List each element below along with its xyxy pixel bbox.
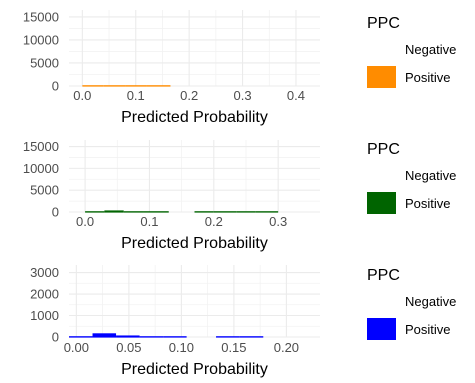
histogram-bar bbox=[143, 211, 169, 213]
legend-key-positive bbox=[367, 318, 396, 340]
histogram-bar bbox=[85, 211, 105, 213]
x-tick-label: 0.4 bbox=[287, 88, 305, 103]
x-tick-label: 0.2 bbox=[180, 88, 198, 103]
legend-key-negative bbox=[367, 166, 396, 188]
x-tick-label: 0.00 bbox=[64, 340, 89, 355]
chart-panel-3: 0 1000 2000 3000 0.00 0.05 0.10 0.15 0.20 Predict… bbox=[30, 265, 456, 378]
x-axis-title: Predicted Probability bbox=[121, 235, 268, 252]
legend-label-negative: Negative bbox=[405, 168, 456, 183]
histogram-bar bbox=[116, 335, 140, 338]
histogram-bar bbox=[163, 336, 187, 338]
legend-key-negative bbox=[367, 40, 396, 62]
histogram-bar bbox=[239, 336, 264, 338]
histogram-bar bbox=[194, 211, 214, 213]
y-tick-label: 0 bbox=[52, 205, 59, 220]
x-tick-label: 0.3 bbox=[234, 88, 252, 103]
legend-label-positive: Positive bbox=[405, 196, 451, 211]
chart-panel-1: 0 5000 10000 15000 0.0 0.1 0.2 0.3 0.4 Predicted … bbox=[23, 9, 456, 126]
histogram-bar bbox=[236, 211, 256, 213]
y-tick-label: 15000 bbox=[23, 9, 59, 24]
legend: PPC Negative Positive bbox=[367, 15, 456, 88]
histogram-bar bbox=[255, 211, 279, 213]
histogram-bar bbox=[125, 85, 147, 87]
legend: PPC Negative Positive bbox=[367, 267, 456, 340]
histogram-bar bbox=[92, 333, 117, 338]
histogram-bar bbox=[139, 336, 164, 338]
histogram-bar bbox=[82, 85, 104, 87]
legend-title: PPC bbox=[367, 267, 400, 284]
x-tick-label: 0.15 bbox=[221, 340, 246, 355]
y-tick-label: 5000 bbox=[30, 55, 59, 70]
legend-title: PPC bbox=[367, 141, 400, 158]
legend-label-positive: Positive bbox=[405, 322, 451, 337]
x-tick-label: 0.0 bbox=[73, 88, 91, 103]
legend-key-positive bbox=[367, 192, 396, 214]
histogram-bar bbox=[213, 211, 237, 213]
histogram-bar bbox=[103, 85, 126, 87]
legend-title: PPC bbox=[367, 15, 400, 32]
histogram-bar bbox=[104, 210, 124, 213]
histogram-bar bbox=[123, 211, 144, 213]
legend-key-positive bbox=[367, 66, 396, 88]
y-tick-label: 10000 bbox=[23, 161, 59, 176]
legend: PPC Negative Positive bbox=[367, 141, 456, 214]
x-tick-label: 0.1 bbox=[127, 88, 145, 103]
legend-label-positive: Positive bbox=[405, 70, 451, 85]
legend-key-negative bbox=[367, 292, 396, 314]
x-tick-label: 0.20 bbox=[274, 340, 299, 355]
y-tick-label: 1000 bbox=[30, 308, 59, 323]
x-axis-title: Predicted Probability bbox=[121, 361, 268, 378]
histogram-bar bbox=[69, 336, 93, 338]
x-tick-label: 0.0 bbox=[76, 214, 94, 229]
legend-label-negative: Negative bbox=[405, 294, 456, 309]
y-tick-label: 15000 bbox=[23, 139, 59, 154]
legend-label-negative: Negative bbox=[405, 42, 456, 57]
x-tick-label: 0.05 bbox=[116, 340, 141, 355]
x-tick-label: 0.3 bbox=[269, 214, 287, 229]
x-tick-label: 0.1 bbox=[140, 214, 158, 229]
histogram-bar bbox=[146, 85, 171, 87]
y-tick-label: 5000 bbox=[30, 183, 59, 198]
histogram-bar bbox=[216, 336, 240, 338]
y-tick-label: 2000 bbox=[30, 287, 59, 302]
y-tick-label: 0 bbox=[52, 330, 59, 345]
y-tick-label: 3000 bbox=[30, 265, 59, 280]
y-tick-label: 10000 bbox=[23, 32, 59, 47]
x-tick-label: 0.10 bbox=[169, 340, 194, 355]
x-axis-title: Predicted Probability bbox=[121, 109, 268, 126]
y-tick-label: 0 bbox=[52, 79, 59, 94]
x-tick-label: 0.2 bbox=[205, 214, 223, 229]
